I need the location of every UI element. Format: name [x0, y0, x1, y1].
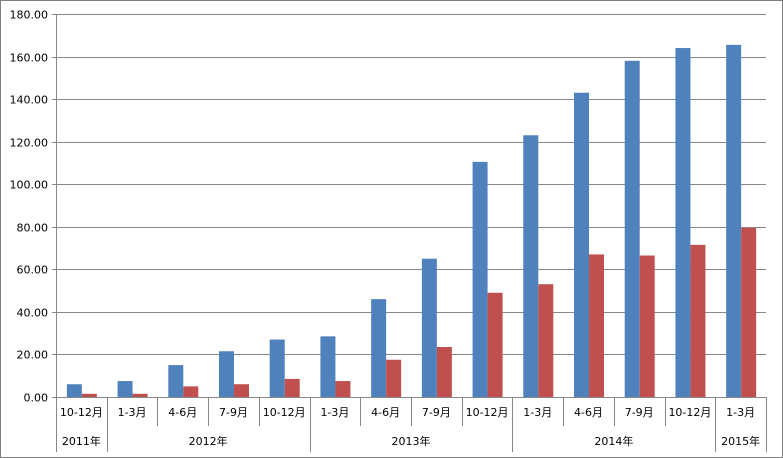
bar-series-1: [320, 336, 336, 397]
bar-series-1: [574, 92, 589, 397]
bar-series-2: [183, 386, 199, 397]
bar-series-2: [538, 284, 554, 397]
category-label: 4-6月: [371, 406, 400, 419]
y-tick-label: 120.00: [10, 137, 49, 150]
category-label: 10-12月: [466, 406, 509, 419]
year-label: 2013年: [392, 434, 431, 448]
category-label: 7-9月: [625, 406, 654, 419]
bar-series-2: [132, 393, 148, 397]
category-label: 4-6月: [168, 406, 197, 419]
category-label: 7-9月: [422, 406, 451, 419]
bar-series-2: [234, 384, 249, 397]
bar-series-2: [487, 292, 503, 397]
year-label: 2011年: [62, 434, 101, 448]
bar-series-1: [371, 299, 387, 397]
bar-series-2: [284, 378, 300, 397]
bar-series-1: [168, 365, 184, 397]
bar-series-1: [421, 258, 437, 397]
bar-series-2: [81, 393, 97, 397]
bar-series-2: [589, 254, 604, 397]
bar-series-1: [675, 48, 691, 398]
category-label: 1-3月: [118, 406, 147, 419]
category-label: 10-12月: [263, 406, 306, 419]
category-labels: 10-12月 1-3月 4-6月 7-9月 10-12月 1-3月 4-6月 7-9月 10-1…: [60, 406, 755, 419]
bars: [66, 44, 757, 398]
year-label: 2015年: [721, 434, 760, 448]
bar-series-1: [523, 135, 539, 398]
bar-series-2: [690, 244, 706, 397]
y-axis-ticks: 0.00 20.00 40.00 60.00 80.00 100.00 120.00 140.…: [10, 9, 49, 405]
bar-series-1: [472, 161, 488, 397]
y-tick-label: 140.00: [10, 94, 49, 107]
bar-series-2: [436, 346, 452, 397]
category-label: 1-3月: [320, 406, 349, 419]
bar-series-1: [624, 60, 640, 398]
category-label: 7-9月: [219, 406, 248, 419]
bar-series-1: [726, 44, 742, 397]
category-label: 1-3月: [523, 406, 552, 419]
bar-series-1: [219, 351, 234, 397]
year-labels: 2011年 2012年 2013年 2014年 2015年: [62, 434, 760, 448]
y-tick-label: 60.00: [17, 264, 49, 277]
category-label: 10-12月: [60, 406, 103, 419]
year-label: 2014年: [594, 434, 633, 448]
bar-series-1: [117, 381, 133, 397]
y-tick-label: 180.00: [10, 9, 49, 22]
year-label: 2012年: [189, 434, 228, 448]
y-tick-label: 80.00: [17, 222, 49, 235]
y-tick-label: 100.00: [10, 179, 49, 192]
category-label: 4-6月: [574, 406, 603, 419]
bar-series-2: [639, 255, 655, 397]
category-label: 1-3月: [726, 406, 755, 419]
bar-series-2: [335, 381, 351, 397]
bar-series-2: [741, 227, 757, 397]
bar-series-1: [269, 339, 285, 397]
y-tick-label: 20.00: [17, 349, 49, 362]
axes: [52, 14, 767, 452]
y-tick-label: 40.00: [17, 307, 49, 320]
bar-series-1: [66, 384, 82, 397]
category-label: 10-12月: [668, 406, 711, 419]
bar-series-2: [386, 359, 402, 397]
y-tick-label: 160.00: [10, 52, 49, 65]
y-tick-label: 0.00: [24, 392, 49, 405]
